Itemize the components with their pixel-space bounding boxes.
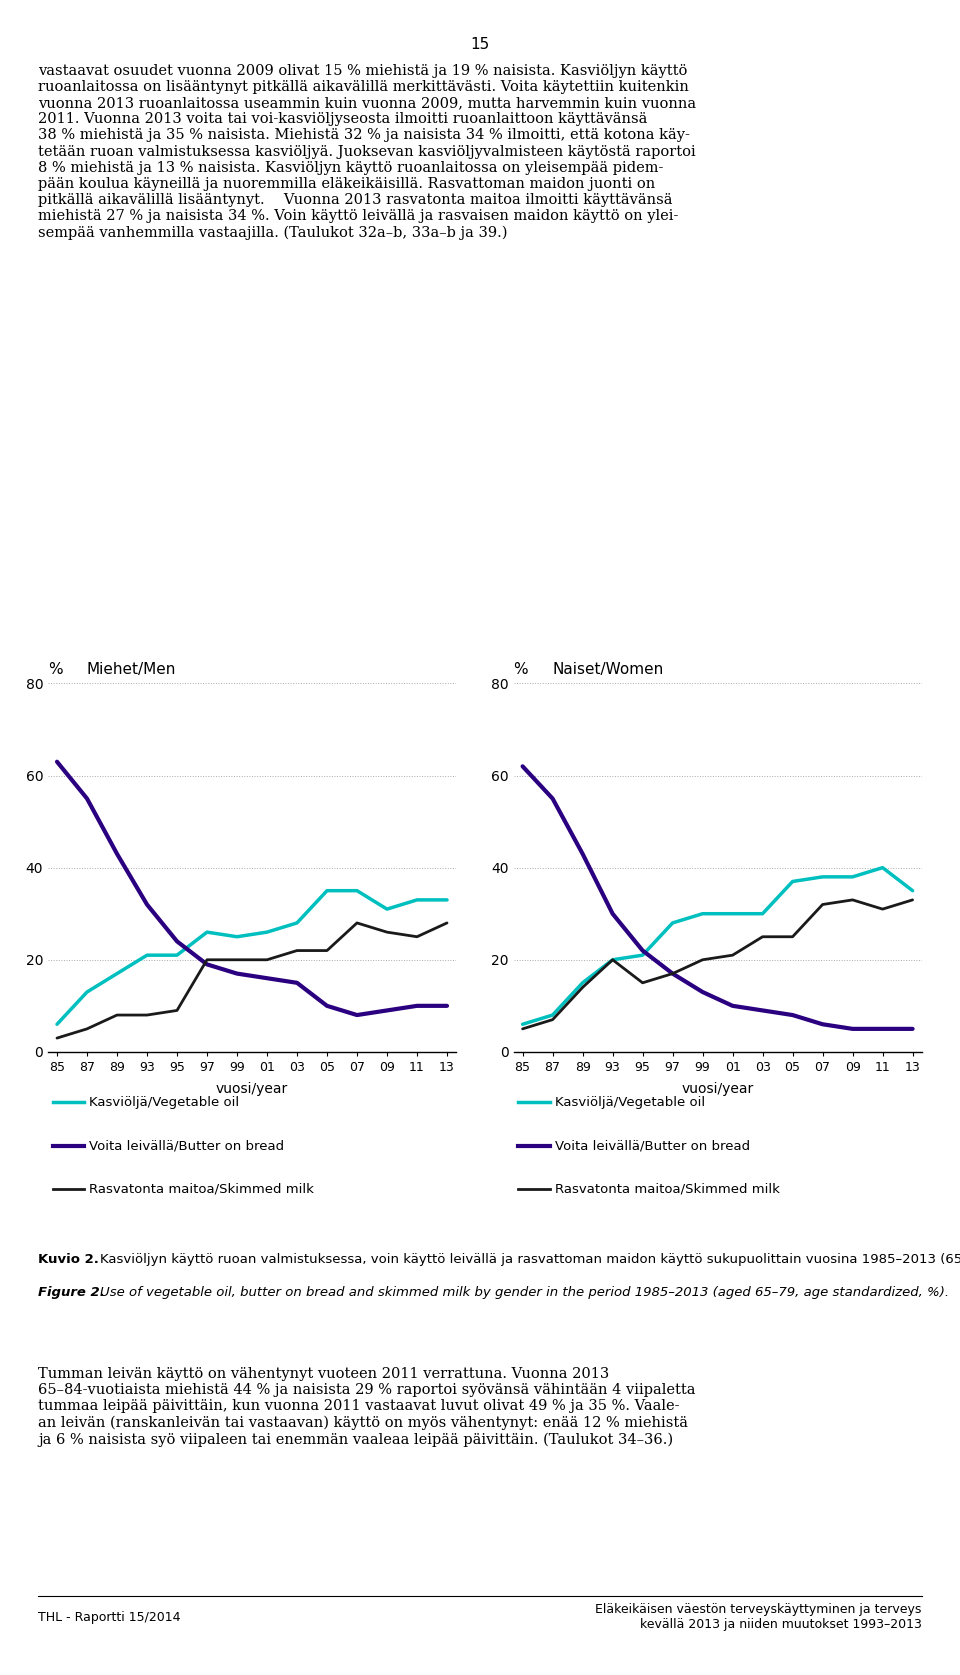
- Text: 15: 15: [470, 37, 490, 52]
- Text: Kasviöljyn käyttö ruoan valmistuksessa, voin käyttö leivällä ja rasvattoman maid: Kasviöljyn käyttö ruoan valmistuksessa, …: [100, 1253, 960, 1266]
- Text: Kasviöljä/Vegetable oil: Kasviöljä/Vegetable oil: [89, 1095, 239, 1109]
- Text: %: %: [48, 662, 62, 677]
- Text: Voita leivällä/Butter on bread: Voita leivällä/Butter on bread: [555, 1139, 750, 1152]
- Text: Naiset/Women: Naiset/Women: [552, 662, 663, 677]
- Text: Voita leivällä/Butter on bread: Voita leivällä/Butter on bread: [89, 1139, 284, 1152]
- X-axis label: vuosi/year: vuosi/year: [682, 1082, 754, 1095]
- Text: Rasvatonta maitoa/Skimmed milk: Rasvatonta maitoa/Skimmed milk: [555, 1183, 780, 1196]
- Text: Figure 2.: Figure 2.: [38, 1286, 106, 1300]
- Text: %: %: [514, 662, 528, 677]
- Text: Miehet/Men: Miehet/Men: [86, 662, 176, 677]
- Text: Use of vegetable oil, butter on bread and skimmed milk by gender in the period 1: Use of vegetable oil, butter on bread an…: [100, 1286, 949, 1300]
- Text: vastaavat osuudet vuonna 2009 olivat 15 % miehistä ja 19 % naisista. Kasviöljyn : vastaavat osuudet vuonna 2009 olivat 15 …: [38, 64, 697, 240]
- Text: Kuvio 2.: Kuvio 2.: [38, 1253, 99, 1266]
- X-axis label: vuosi/year: vuosi/year: [216, 1082, 288, 1095]
- Text: Eläkeikäisen väestön terveyskäyttyminen ja terveys
kevällä 2013 ja niiden muutok: Eläkeikäisen väestön terveyskäyttyminen …: [595, 1603, 922, 1631]
- Text: Tumman leivän käyttö on vähentynyt vuoteen 2011 verrattuna. Vuonna 2013
65–84-vu: Tumman leivän käyttö on vähentynyt vuote…: [38, 1367, 696, 1447]
- Text: THL - Raportti 15/2014: THL - Raportti 15/2014: [38, 1611, 180, 1625]
- Text: Rasvatonta maitoa/Skimmed milk: Rasvatonta maitoa/Skimmed milk: [89, 1183, 314, 1196]
- Text: Kasviöljä/Vegetable oil: Kasviöljä/Vegetable oil: [555, 1095, 705, 1109]
